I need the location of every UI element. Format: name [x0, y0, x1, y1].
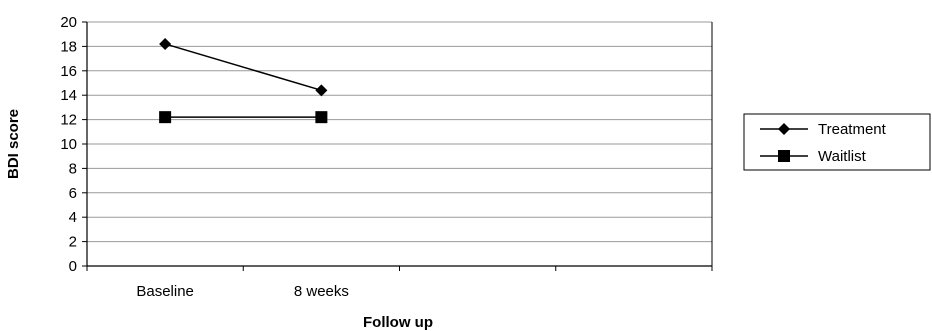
legend: Treatment Waitlist — [743, 113, 931, 171]
x-axis-label: Follow up — [363, 314, 433, 331]
legend-label: Treatment — [818, 121, 887, 138]
y-tick-label: 18 — [60, 38, 77, 55]
series-treatment — [159, 37, 328, 97]
y-axis-label: BDI score — [5, 109, 22, 179]
y-axis-ticks: 0 2 4 6 8 10 12 14 16 18 20 — [60, 14, 87, 275]
data-point — [315, 84, 328, 97]
gridlines — [87, 21, 713, 266]
y-tick-label: 20 — [60, 14, 77, 31]
legend-marker — [778, 150, 790, 162]
y-tick-label: 10 — [60, 136, 77, 153]
legend-box — [743, 113, 931, 171]
series-waitlist — [159, 111, 328, 124]
x-tick-label: 8 weeks — [294, 283, 349, 300]
y-tick-label: 4 — [69, 209, 77, 226]
y-tick-label: 16 — [60, 63, 77, 80]
series — [159, 37, 328, 124]
x-axis-ticks: Baseline 8 weeks — [86, 266, 713, 300]
series-line — [164, 43, 322, 92]
y-tick-label: 6 — [69, 185, 77, 202]
x-tick-label: Baseline — [136, 283, 194, 300]
y-tick-label: 8 — [69, 160, 77, 177]
legend-item: Treatment — [760, 121, 887, 138]
y-tick-label: 0 — [69, 258, 77, 275]
y-tick-label: 14 — [60, 87, 77, 104]
y-tick-label: 2 — [69, 234, 77, 251]
data-point — [315, 111, 328, 124]
data-point — [159, 37, 172, 50]
data-point — [159, 111, 172, 124]
legend-label: Waitlist — [818, 148, 867, 165]
legend-item: Waitlist — [760, 148, 867, 165]
legend-marker — [778, 123, 790, 135]
y-tick-label: 12 — [60, 112, 77, 129]
